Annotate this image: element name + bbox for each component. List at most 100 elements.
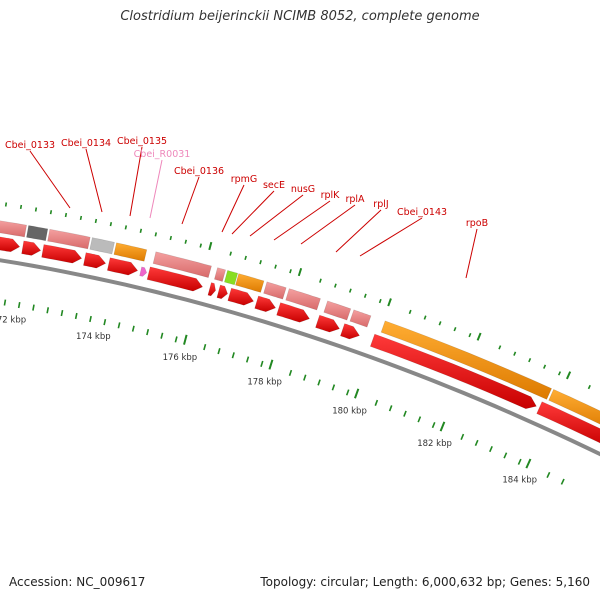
- scale-tick: [288, 369, 293, 377]
- cog-segment: [285, 288, 321, 311]
- gene-label: Cbei_0136: [174, 166, 224, 177]
- gene-leader-line: [273, 200, 331, 241]
- scale-tick: [199, 243, 203, 248]
- cds-arrow: [83, 252, 107, 269]
- cog-segment: [152, 251, 212, 278]
- scale-tick: [317, 379, 321, 386]
- scale-label: 180 kbp: [332, 406, 367, 416]
- scale-tick: [268, 359, 274, 370]
- scale-label: 178 kbp: [247, 378, 282, 388]
- scale-tick: [169, 235, 173, 241]
- accession-text: Accession: NC_009617: [9, 575, 146, 589]
- scale-tick: [124, 225, 128, 230]
- gene-label: Cbei_0135: [117, 136, 167, 147]
- scale-tick: [245, 356, 250, 363]
- scale-tick: [503, 452, 508, 459]
- scale-tick: [3, 299, 7, 306]
- scale-tick: [453, 326, 457, 332]
- scale-tick: [348, 288, 352, 293]
- scale-tick: [528, 357, 532, 363]
- scale-tick: [139, 228, 143, 233]
- gene-leader-line: [249, 194, 304, 237]
- scale-tick: [160, 332, 164, 339]
- scale-tick: [363, 293, 367, 298]
- cog-segment: [548, 389, 600, 425]
- gene-leader-line: [129, 146, 143, 217]
- scale-label: 184 kbp: [502, 476, 537, 486]
- scale-tick: [474, 439, 479, 447]
- scale-tick: [32, 304, 35, 311]
- scale-tick: [319, 278, 322, 283]
- cds-arrow: [315, 314, 340, 333]
- scale-tick: [203, 344, 207, 351]
- gene-leader-line: [359, 217, 423, 257]
- scale-tick: [517, 458, 522, 465]
- cog-segment: [0, 220, 27, 238]
- cds-arrow: [276, 302, 310, 323]
- cds-arrow: [536, 401, 600, 444]
- gene-label: rpmG: [231, 174, 258, 185]
- scale-tick: [331, 384, 336, 391]
- cds-arrow: [254, 295, 277, 313]
- scale-tick: [244, 255, 247, 261]
- scale-tick: [460, 433, 465, 440]
- gene-label: Cbei_0133: [5, 140, 55, 151]
- scale-tick: [274, 264, 277, 269]
- scale-tick: [89, 315, 92, 323]
- cds-arrow: [0, 236, 21, 253]
- scale-tick: [217, 348, 221, 355]
- cog-segment: [349, 309, 372, 328]
- gene-leader-line: [221, 184, 245, 233]
- cds-arrow: [207, 282, 216, 297]
- cog-segment: [47, 228, 91, 250]
- gene-leader-line: [149, 159, 163, 219]
- scale-label: 176 kbp: [163, 353, 198, 363]
- scale-tick: [388, 405, 393, 412]
- scale-tick: [34, 207, 38, 212]
- scale-tick: [438, 321, 442, 326]
- scale-tick: [525, 458, 532, 469]
- scale-tick: [183, 334, 188, 345]
- scale-tick: [378, 298, 382, 304]
- scale-tick: [79, 215, 83, 221]
- scale-tick: [423, 315, 427, 320]
- cog-segment: [380, 320, 552, 400]
- scale-tick: [297, 267, 303, 277]
- scale-tick: [4, 202, 8, 207]
- scale-tick: [117, 322, 121, 329]
- scale-tick: [109, 222, 113, 227]
- cog-segment: [235, 273, 265, 293]
- scale-tick: [468, 332, 472, 338]
- scale-tick: [260, 360, 264, 367]
- scale-label: 182 kbp: [417, 439, 452, 449]
- gene-leader-line: [85, 148, 103, 213]
- scale-tick: [374, 399, 379, 406]
- scale-tick: [154, 232, 158, 237]
- scale-tick: [387, 298, 392, 307]
- scale-tick: [103, 318, 107, 326]
- scale-tick: [560, 478, 565, 485]
- cog-segment: [323, 300, 352, 321]
- gene-label: rplJ: [373, 199, 388, 210]
- cds-arrow: [216, 284, 228, 300]
- gene-leader-line: [465, 228, 478, 279]
- scale-tick: [403, 410, 407, 417]
- scale-tick: [19, 204, 23, 210]
- cds-arrow: [41, 244, 83, 264]
- scale-tick: [231, 352, 235, 359]
- cds-arrow: [21, 240, 42, 256]
- cog-segment: [224, 270, 239, 286]
- gene-leader-line: [335, 209, 382, 253]
- cog-segment: [26, 225, 49, 242]
- cds-arrow: [106, 257, 139, 276]
- cog-segment: [113, 242, 148, 262]
- scale-tick: [74, 312, 78, 320]
- gene-label: Cbei_0143: [397, 207, 447, 218]
- cds-arrow: [227, 287, 255, 306]
- scale-tick: [131, 325, 135, 332]
- gene-leader-line: [231, 190, 275, 235]
- scale-tick: [334, 283, 337, 288]
- scale-tick: [513, 351, 517, 356]
- scale-tick: [354, 388, 360, 399]
- map-title: Clostridium beijerinckii NCIMB 8052, com…: [120, 9, 480, 24]
